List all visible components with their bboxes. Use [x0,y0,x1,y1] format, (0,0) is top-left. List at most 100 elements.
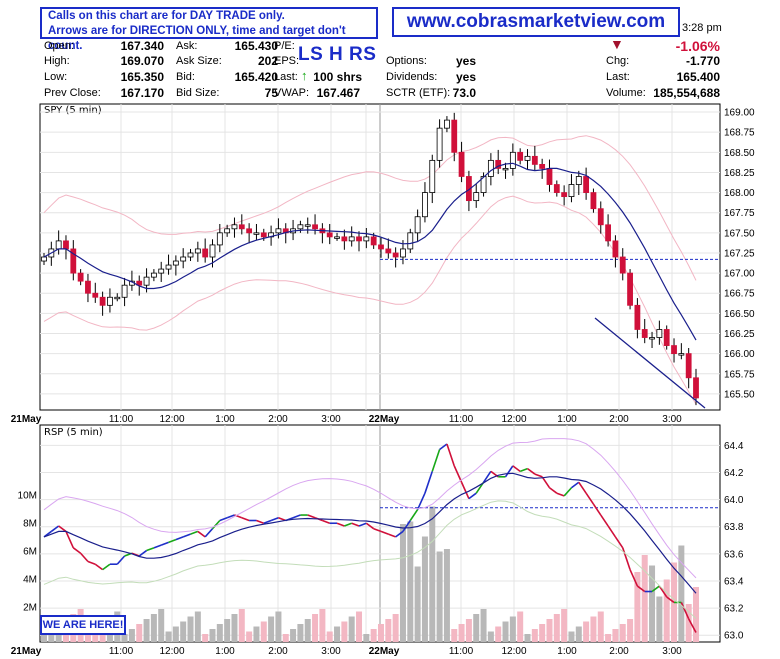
pe-label: P/E: [274,40,295,52]
last-price-label: Last: [606,71,630,83]
spy-candle-body [649,337,655,340]
ask-size-value: 202 [257,54,278,68]
spy-candle-body [685,353,692,379]
volume-bar [180,621,187,642]
rsp-price-segment [556,492,565,497]
rsp-price-segment [527,467,536,475]
spy-candle-body [165,264,172,270]
volume-y-tick-label: 8M [23,519,37,530]
spy-y-tick-label: 167.00 [724,269,755,280]
volume-bar [128,629,135,642]
rsp-x-tick-label: 21May [11,646,42,657]
volume-bar [246,631,253,642]
rsp-price-segment [358,522,367,527]
quote-header: Calls on this chart are for DAY TRADE on… [0,0,780,104]
rsp-price-segment [658,585,668,598]
rsp-price-segment [373,527,382,533]
volume-bar [209,629,216,642]
rsp-x-tick-label: 3:00 [662,646,682,657]
open-label: Open: [44,40,74,52]
volume-bar [693,587,699,642]
ask-value: 165.430 [234,39,278,53]
rsp-price-segment [102,563,111,571]
volume-bar [356,611,363,642]
rsp-price-segment [175,536,184,541]
last-shares-value: 100 shrs [313,70,362,84]
spy-candle-body [158,268,165,274]
rsp-price-segment [680,602,690,620]
volume-bar [407,521,414,642]
bid-size-value: 75 [264,86,278,100]
spy-candle-body [663,329,670,346]
rsp-x-tick-label: 1:00 [215,646,235,657]
spy-candle-body [55,240,62,250]
rsp-x-tick-label: 12:00 [501,646,526,657]
volume-bar [392,614,399,642]
rsp-price-segment [541,476,551,489]
spy-candle-body [209,244,216,258]
spy-x-tick-label: 2:00 [609,414,629,425]
spy-candle-body [304,224,311,227]
rsp-price-segment [72,547,82,554]
spy-candle-body [260,232,267,238]
spy-candle-body [121,284,128,298]
volume-bar [451,629,458,642]
eps-label: EPS: [274,55,300,67]
spy-x-tick-label: 12:00 [501,414,526,425]
volume-bar [649,565,656,642]
volume-bar [656,596,663,642]
volume-bar [348,616,355,642]
spy-candle-body [414,216,421,234]
spy-candle-body [143,276,150,286]
rsp-price-segment [226,514,235,519]
spy-x-tick-label: 12:00 [159,414,184,425]
rsp-price-segment [292,514,301,519]
rsp-upper-band [43,438,697,579]
volume-bar [465,619,472,642]
volume-bar [634,572,641,642]
spy-y-tick-label: 168.25 [724,168,755,179]
rsp-price-segment [256,519,265,524]
rsp-price-segment [182,533,191,538]
rsp-price-segment [160,541,169,546]
volume-bar [187,616,194,642]
spy-candle-body [334,236,340,239]
options-label: Options: [386,55,427,67]
volume-bar [143,619,150,642]
we-are-here-label: WE ARE HERE! [40,615,126,635]
volume-bar [429,506,436,642]
spy-candle-body [509,151,516,169]
notice-line-2: Arrows are for DIRECTION ONLY, time and … [48,25,346,52]
volume-bar [612,629,619,642]
spy-y-tick-label: 166.00 [724,349,755,360]
volume-bar [158,609,165,642]
bid-value: 165.420 [234,70,278,84]
spy-candle-body [246,228,253,234]
volume-bar [443,549,450,642]
volume-bar [282,634,289,642]
rsp-price-segment [380,530,389,535]
spy-y-tick-label: 165.50 [724,389,755,400]
spy-candle-body [392,252,399,258]
volume-bar [583,621,590,642]
rsp-x-tick-label: 22May [369,646,400,657]
spy-candle-body [671,345,677,355]
volume-bar [202,634,209,642]
rsp-price-segment [241,517,250,522]
rsp-price-segment [138,549,148,557]
spy-candle-body [77,272,84,282]
spy-y-tick-label: 166.75 [724,289,755,300]
rsp-price-segment [512,465,521,472]
spy-candle-body [436,127,443,161]
volume-bar [341,621,348,642]
website-link[interactable]: www.cobrasmarketview.com [392,7,680,37]
volume-bar [121,634,128,642]
vwap-label: VWAP: [274,87,310,99]
volume-bar [546,619,553,642]
rsp-price-segment [424,471,434,494]
spy-candle-body [224,228,231,234]
volume-bar [436,551,443,642]
spy-candle-body [502,168,509,171]
chg-value: -1.770 [685,54,720,68]
spy-candle-body [568,184,575,198]
